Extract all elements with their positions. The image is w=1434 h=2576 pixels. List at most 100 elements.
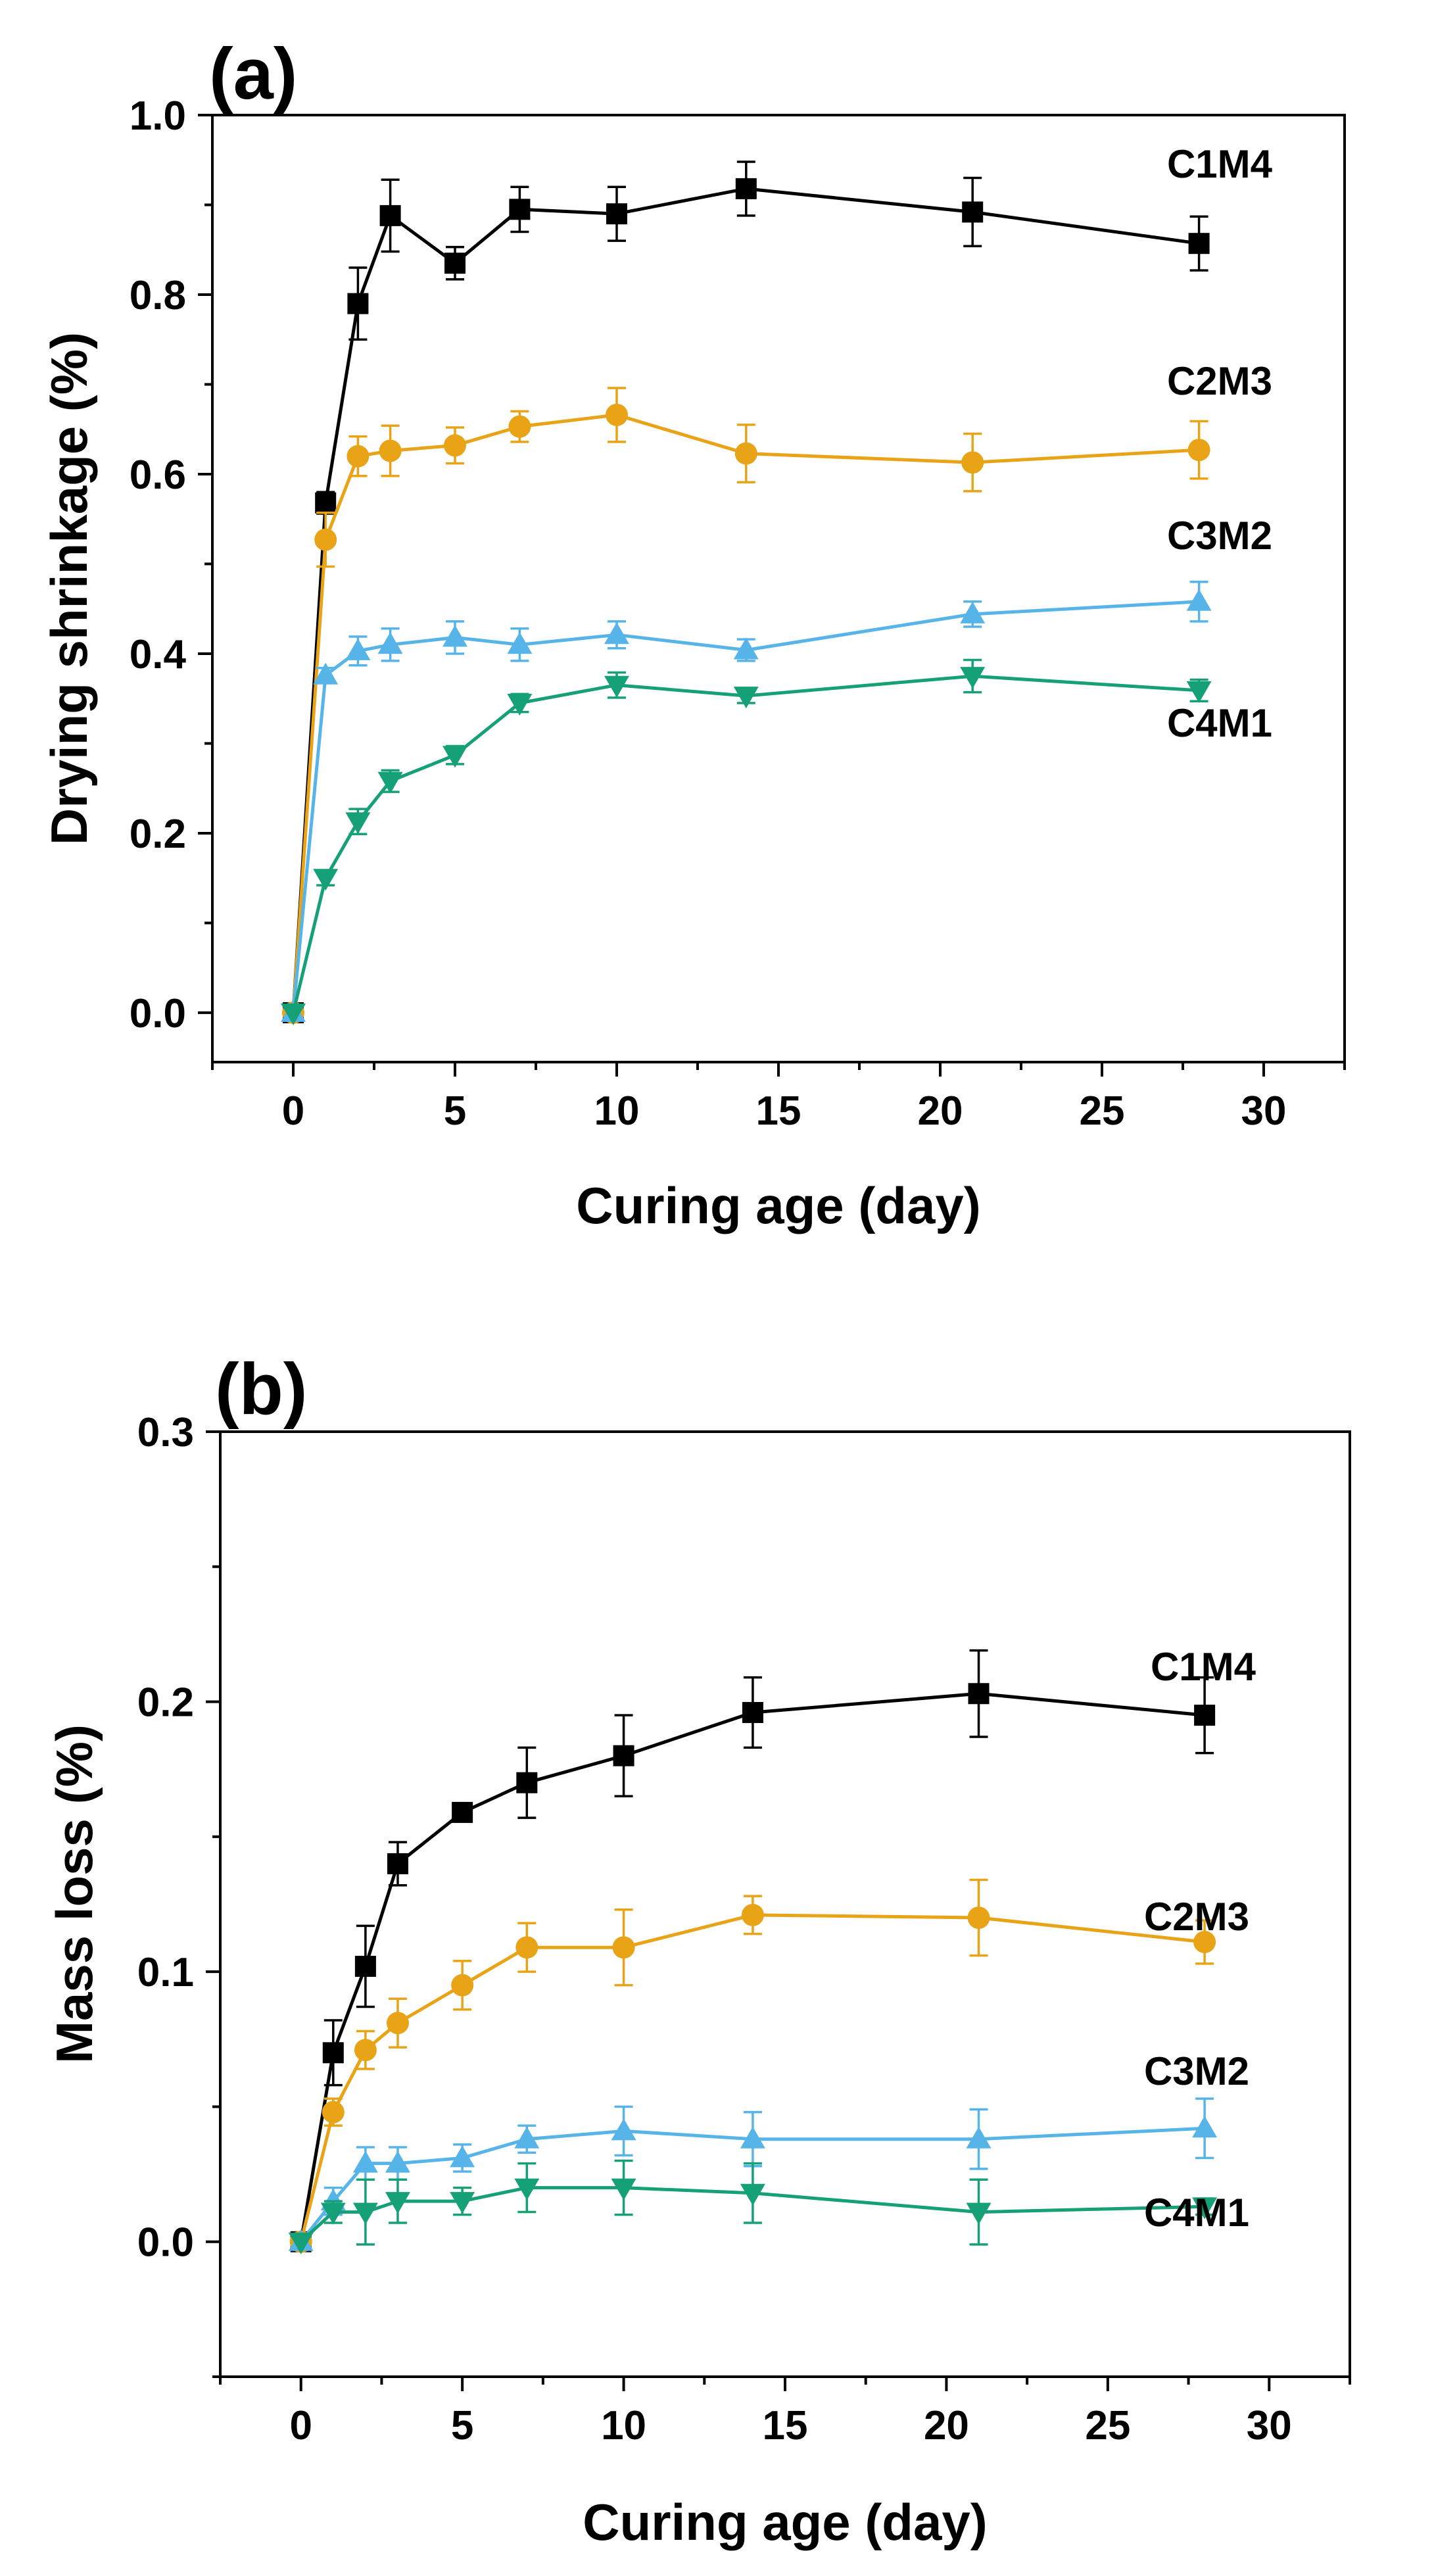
panel-a-c3m2-marker <box>1186 589 1212 611</box>
panel-b-c1m4-marker <box>613 1745 634 1766</box>
panel-a-y-tick-label: 0.6 <box>130 452 186 498</box>
panel-b-c4m1-label: C4M1 <box>1144 2191 1249 2235</box>
panel-a-data: C1M4 C2M3 C3M2 C4M1 <box>281 142 1273 1025</box>
panel-b-c4m1-marker <box>1192 2197 1218 2220</box>
panel-b-y-tick-label: 0.3 <box>137 1410 194 1455</box>
panel-a-c4m1-marker <box>960 667 986 689</box>
panel-a-c3m2-marker <box>733 637 759 660</box>
panel-b-y-tick-label: 0.1 <box>137 1950 194 1995</box>
panel-a-x-tick-label: 15 <box>756 1088 801 1134</box>
panel-a-x-tick-label: 0 <box>282 1088 304 1134</box>
panel-b: (b) 0 5 10 15 20 25 30 0.0 0.1 0.2 0.3 C1M4 C2M3 C3M… <box>45 1349 1351 2551</box>
panel-b-c3m2-marker <box>966 2126 992 2149</box>
panel-b-y-tick-label: 0.0 <box>137 2220 194 2266</box>
panel-a-c1m4-marker <box>444 253 466 274</box>
panel-a-c1m4-line <box>291 187 1199 1013</box>
panel-b-c1m4-marker <box>452 1801 473 1823</box>
panel-a-y-tick-label: 1.0 <box>130 93 186 139</box>
panel-b-c1m4-marker <box>354 1955 376 1977</box>
panel-b-c1m4-marker <box>387 1853 408 1874</box>
panel-b-x-tick-label: 30 <box>1247 2403 1292 2448</box>
panel-a-c1m4-marker <box>1188 233 1210 255</box>
panel-a-c3m2-marker <box>377 632 403 654</box>
panel-b-x-tick-label: 10 <box>601 2403 646 2448</box>
panel-a-c2m3-marker <box>379 439 402 462</box>
panel-a-c4m1-marker <box>313 869 339 891</box>
panel-a-c3m2-marker <box>507 632 533 654</box>
panel-b-c4m1-marker <box>611 2178 636 2200</box>
panel-b-ticks: 0 5 10 15 20 25 30 0.0 0.1 0.2 0.3 <box>137 1410 1351 2448</box>
panel-a-c2m3-marker <box>508 415 531 438</box>
panel-a-c1m4-marker <box>606 203 627 225</box>
panel-a-c3m2-marker <box>345 638 371 660</box>
panel-b-c4m1-marker <box>288 2232 314 2254</box>
panel-a-y-tick-label: 0.0 <box>130 991 186 1036</box>
panel-a-c2m3-marker <box>734 442 757 465</box>
panel-b-c2m3-marker <box>451 1974 474 1997</box>
panel-a-c4m1-marker <box>345 812 371 835</box>
panel-a-x-tick-label: 20 <box>918 1088 963 1134</box>
panel-b-c4m1-marker <box>966 2202 992 2225</box>
panel-b-c2m3-marker <box>386 2012 409 2035</box>
panel-a-series-c4m1: C4M1 <box>281 658 1272 1025</box>
panel-b-c3m2-marker <box>611 2118 636 2141</box>
panel-b-c2m3-label: C2M3 <box>1144 1895 1249 1939</box>
panel-a-label: (a) <box>209 34 297 114</box>
panel-b-c4m1-line <box>300 2186 1205 2243</box>
panel-a-c1m4-marker <box>347 293 369 314</box>
panel-a-c3m2-marker <box>960 601 986 623</box>
panel-a-y-tick-label: 0.4 <box>130 632 187 677</box>
panel-a-c2m3-marker <box>606 403 628 426</box>
panel-b-c4m1-marker <box>352 2202 378 2225</box>
panel-b-series-c3m2: C3M2 <box>288 2049 1249 2251</box>
panel-a-x-axis-title: Curing age (day) <box>576 1177 980 1234</box>
panel-b-c2m3-marker <box>322 2101 345 2124</box>
panel-b-x-tick-label: 15 <box>763 2403 808 2448</box>
panel-a-y-axis-title: Drying shrinkage (%) <box>40 332 98 845</box>
panel-a-c4m1-marker <box>604 675 629 698</box>
panel-a-c4m1-marker <box>377 771 403 794</box>
panel-b-x-axis-title: Curing age (day) <box>583 2493 987 2551</box>
panel-a-c4m1-marker <box>733 687 759 709</box>
panel-b-c2m3-marker <box>1193 1930 1216 1953</box>
panel-b-c1m4-line <box>299 1691 1205 2243</box>
panel-b-c3m2-line <box>299 2126 1205 2243</box>
panel-a-c2m3-marker <box>347 445 370 468</box>
panel-b-y-tick-label: 0.2 <box>137 1680 194 1726</box>
panel-a-c4m1-marker <box>507 694 533 716</box>
panel-b-c3m2-marker <box>1192 2116 1218 2138</box>
panel-b-c3m2-marker <box>514 2126 540 2149</box>
panel-b-c1m4-marker <box>1194 1705 1216 1726</box>
panel-a-y-tick-label: 0.8 <box>130 273 186 318</box>
panel-b-x-tick-label: 5 <box>451 2403 473 2448</box>
panel-a-x-tick-label: 30 <box>1241 1088 1287 1134</box>
panel-b-c3m2-marker <box>740 2126 765 2149</box>
panel-b-c1m4-marker <box>516 1772 538 1793</box>
panel-b-c1m4-marker <box>742 1701 763 1723</box>
panel-a-c4m1-marker <box>281 1003 306 1025</box>
panel-b-c3m2-marker <box>385 2151 410 2173</box>
panel-a-c1m4-marker <box>509 199 531 220</box>
panel-a-c3m2-marker <box>313 662 339 685</box>
panel-b-c2m3-marker <box>612 1936 635 1959</box>
panel-a-c1m4-marker <box>962 201 984 223</box>
panel-a-c1m4-marker <box>315 492 337 514</box>
panel-a-c4m1-label: C4M1 <box>1167 701 1272 745</box>
panel-b-c4m1-marker <box>740 2183 765 2206</box>
panel-b-y-axis-title: Mass loss (%) <box>45 1724 103 2064</box>
panel-b-c2m3-marker <box>967 1907 990 1930</box>
panel-a-ticks: 0 5 10 15 20 25 30 0.0 0.2 0.4 0.6 0.8 1.0 <box>130 93 1346 1134</box>
panel-b-c2m3-marker <box>741 1903 764 1926</box>
panel-a-c1m4-marker <box>379 205 401 226</box>
panel-b-c1m4-label: C1M4 <box>1151 1645 1256 1689</box>
panel-b-label: (b) <box>215 1349 307 1430</box>
panel-a-c2m3-marker <box>961 451 984 474</box>
panel-b-c4m1-marker <box>320 2202 346 2225</box>
panel-a-x-tick-label: 25 <box>1080 1088 1125 1134</box>
panel-b-c1m4-marker <box>968 1683 990 1705</box>
panel-a-c2m3-marker <box>314 528 337 551</box>
panel-b-c2m3-line <box>299 1913 1205 2243</box>
panel-a-c3m2-marker <box>604 622 629 644</box>
panel-a-c4m1-line <box>291 674 1199 1013</box>
